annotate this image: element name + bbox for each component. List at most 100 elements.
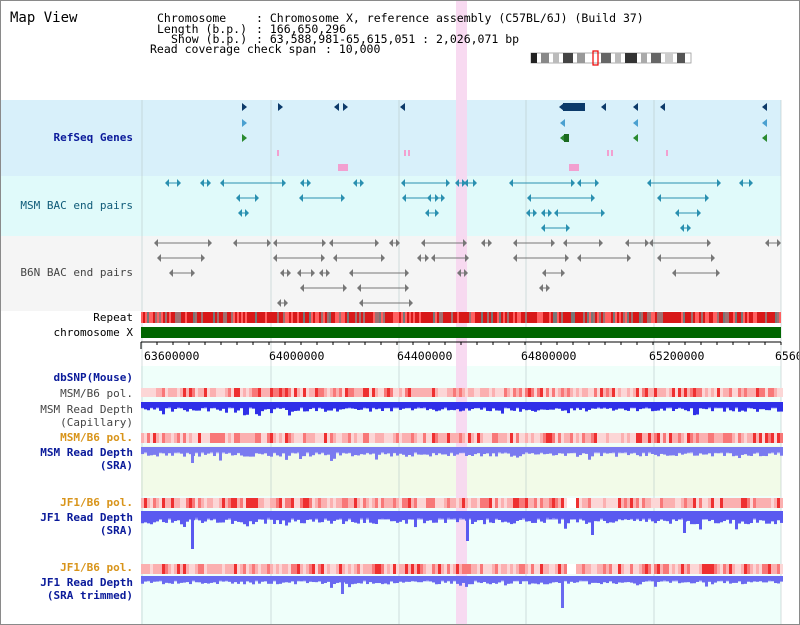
pol-cell (639, 498, 642, 508)
gene-arrow (551, 239, 555, 247)
repeat-segment (433, 312, 435, 323)
pol-cell (252, 564, 255, 574)
depth-bar (387, 511, 390, 519)
jf1-b6-pol-label-2[interactable]: JF1/B6 pol. (60, 561, 133, 574)
depth-bar (333, 576, 336, 585)
pol-cell (318, 433, 321, 443)
depth-bar (654, 402, 657, 411)
repeat-segment (435, 312, 437, 323)
msm-depth-cap-label[interactable]: MSM Read Depth (40, 403, 133, 416)
depth-bar (159, 511, 162, 520)
repeat-segment (321, 312, 323, 323)
depth-bar (186, 447, 189, 453)
pol-cell (264, 564, 267, 574)
pol-cell (705, 564, 708, 574)
gene-arrow (157, 254, 161, 262)
pol-cell (654, 498, 657, 508)
pol-cell (462, 564, 465, 574)
depth-bar (597, 447, 600, 453)
depth-bar (735, 511, 738, 530)
refseq-genes-label[interactable]: RefSeq Genes (53, 131, 133, 144)
pol-cell (546, 433, 549, 443)
msm-b6-pol-cap-label[interactable]: MSM/B6 pol. (60, 387, 133, 400)
repeat-segment (273, 312, 275, 323)
depth-bar (774, 576, 777, 584)
pol-cell (501, 388, 504, 397)
pol-cell (606, 388, 609, 397)
depth-bar (417, 576, 420, 583)
pol-cell (180, 433, 183, 443)
msm-bac-label[interactable]: MSM BAC end pairs (20, 199, 133, 212)
jf1-depth-label-1[interactable]: JF1 Read Depth (40, 511, 133, 524)
pol-cell (438, 433, 441, 443)
pol-cell (186, 433, 189, 443)
depth-bar (144, 511, 147, 523)
depth-bar (459, 402, 462, 412)
msm-b6-pol-sra-label[interactable]: MSM/B6 pol. (60, 431, 133, 444)
depth-bar (231, 511, 234, 524)
depth-bar (594, 447, 597, 453)
pol-cell (753, 564, 756, 574)
jf1-depth-label-2[interactable]: JF1 Read Depth (40, 576, 133, 589)
depth-bar (198, 447, 201, 457)
chromosome-label[interactable]: chromosome X (53, 326, 133, 339)
pol-cell (396, 498, 399, 508)
gene-arrow (381, 254, 385, 262)
repeat-segment (375, 312, 377, 323)
repeat-segment (553, 312, 555, 323)
pol-cell (345, 433, 348, 443)
repeat-segment (159, 312, 161, 323)
pol-cell (627, 498, 630, 508)
depth-bar (405, 402, 408, 408)
chromosome-ideogram[interactable] (530, 50, 692, 66)
jf1-b6-pol-label-1[interactable]: JF1/B6 pol. (60, 496, 133, 509)
repeat-label[interactable]: Repeat (93, 311, 133, 324)
pol-cell (216, 433, 219, 443)
depth-bar (723, 402, 726, 412)
pol-cell (630, 498, 633, 508)
pol-cell (504, 388, 507, 397)
msm-depth-sra-label[interactable]: MSM Read Depth (40, 446, 133, 459)
pol-cell (282, 388, 285, 397)
depth-bar (705, 576, 708, 587)
depth-bar (519, 511, 522, 520)
gene-arrow (326, 269, 330, 277)
depth-bar (453, 402, 456, 411)
pol-cell (618, 388, 621, 397)
depth-bar (726, 511, 729, 520)
pol-cell (315, 498, 318, 508)
gene-mark (607, 150, 609, 156)
pol-cell (642, 564, 645, 574)
dbsnp-label[interactable]: dbSNP(Mouse) (53, 371, 133, 384)
pol-cell (627, 433, 630, 443)
depth-bar (264, 511, 267, 524)
depth-bar (240, 402, 243, 408)
depth-bar (312, 511, 315, 522)
pol-cell (609, 433, 612, 443)
depth-bar (381, 402, 384, 411)
depth-bar (672, 447, 675, 456)
depth-bar (609, 447, 612, 453)
depth-bar (540, 402, 543, 410)
repeat-segment (351, 312, 353, 323)
repeat-segment (361, 312, 363, 323)
repeat-segment (241, 312, 243, 323)
depth-bar (669, 447, 672, 456)
depth-bar (276, 511, 279, 521)
pol-cell (363, 388, 366, 397)
depth-bar (609, 511, 612, 523)
depth-bar (420, 402, 423, 409)
depth-bar (345, 447, 348, 454)
pol-cell (369, 433, 372, 443)
repeat-segment (345, 312, 347, 323)
pol-cell (351, 564, 354, 574)
pol-cell (759, 564, 762, 574)
depth-bar (630, 576, 633, 583)
repeat-segment (527, 312, 529, 323)
depth-bar (309, 402, 312, 410)
repeat-segment (725, 312, 727, 323)
depth-bar (684, 576, 687, 583)
b6n-bac-label[interactable]: B6N BAC end pairs (20, 266, 133, 279)
repeat-segment (519, 312, 521, 323)
repeat-segment (655, 312, 657, 323)
